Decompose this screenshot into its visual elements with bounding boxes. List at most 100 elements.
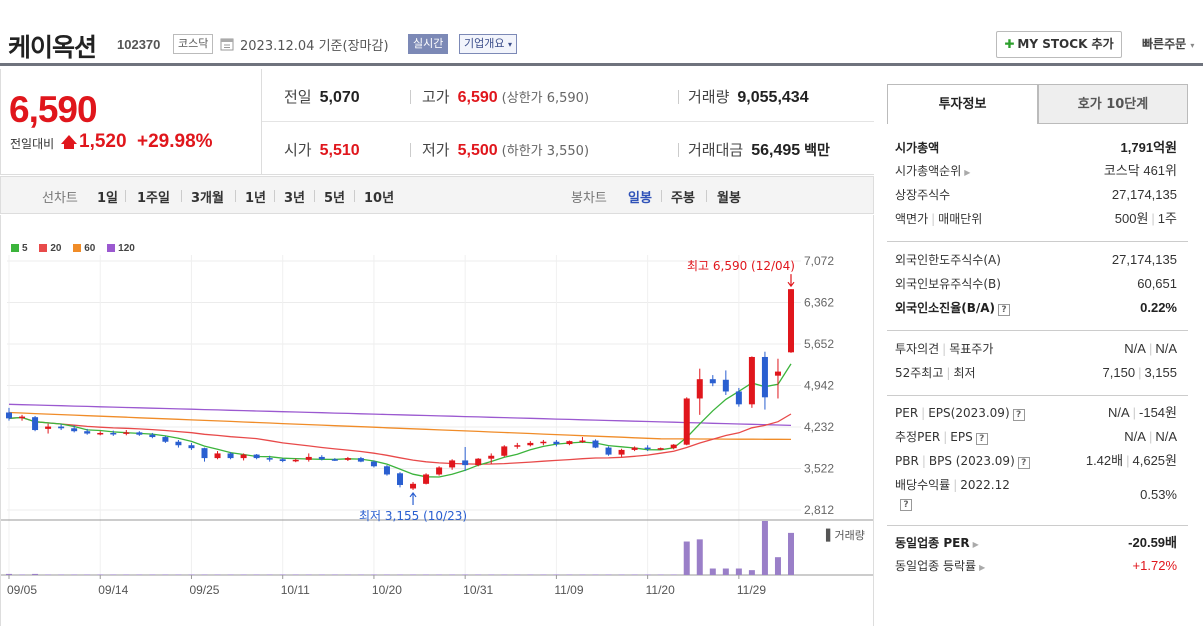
market-badge: 코스닥: [173, 34, 214, 54]
candle-chart-label: 봉차트: [571, 191, 607, 206]
add-my-stock-button[interactable]: ✚ MY STOCK 추가: [996, 31, 1122, 58]
quick-order-button[interactable]: 빠른주문 ▾: [1142, 37, 1195, 51]
chevron-down-icon: ▾: [1190, 41, 1195, 50]
y-tick-label: 2,812: [804, 503, 834, 517]
divider: [274, 190, 275, 202]
current-price-panel: 6,590 전일대비 1,520 +29.98%: [0, 69, 262, 175]
y-tick-label: 6,362: [804, 296, 834, 310]
row-industry-per[interactable]: 동일업종 PER ▶ -20.59배: [895, 535, 1177, 550]
volume-bar: [292, 574, 299, 575]
basis-date: 2023.12.04 기준(장마감): [240, 39, 389, 54]
info-tabs: 투자정보 호가 10단계: [887, 84, 1188, 124]
stock-chart[interactable]: 5 20 60 120 7,072 6,362 5,652 4,942 4,232 3,5…: [0, 215, 874, 626]
legend-swatch: [11, 244, 19, 252]
up-arrow-icon: [409, 491, 417, 505]
divider: [354, 190, 355, 202]
volume-bar: [266, 574, 273, 575]
x-tick-label: 10/20: [372, 583, 402, 597]
candle-body: [305, 456, 312, 460]
candle-weekly[interactable]: 주봉: [671, 191, 695, 206]
volume-bar: [305, 574, 312, 575]
line-chart-label: 선차트: [42, 191, 78, 206]
divider: [410, 90, 411, 104]
volume-bar: [149, 574, 156, 575]
stat-high: 고가 6,590 (상한가 6,590): [422, 88, 590, 106]
period-5y[interactable]: 5년: [324, 191, 346, 206]
candle-body: [735, 391, 742, 405]
volume-bar: [357, 574, 364, 575]
high-annotation: 최고 6,590 (12/04): [687, 259, 795, 273]
help-icon[interactable]: ?: [998, 304, 1011, 316]
volume-bar: [214, 574, 221, 575]
tab-investment-info[interactable]: 투자정보: [887, 84, 1038, 124]
candle-body: [162, 437, 169, 442]
calendar-icon: [220, 38, 234, 51]
legend-ma120: 120: [118, 243, 135, 254]
row-foreign-limit: 외국인한도주식수(A) 27,174,135: [895, 252, 1177, 267]
stat-amount: 거래대금 56,495 백만: [688, 141, 830, 159]
legend-swatch: [107, 244, 116, 252]
candle-body: [188, 445, 195, 449]
low-annotation: 최저 3,155 (10/23): [359, 509, 467, 523]
x-tick-label: 10/31: [463, 583, 493, 597]
help-icon[interactable]: ?: [1012, 409, 1025, 421]
row-par-unit: 액면가 | 매매단위 500원 | 1주: [895, 211, 1177, 226]
candle-body: [423, 474, 430, 484]
stat-low: 저가 5,500 (하한가 3,550): [422, 141, 590, 159]
period-1w[interactable]: 1주일: [137, 191, 170, 206]
company-overview-dropdown[interactable]: 기업개요 ▾: [459, 34, 517, 54]
volume-bar: [462, 574, 469, 575]
chart-legend: 5 20 60 120: [11, 243, 144, 254]
candle-monthly[interactable]: 월봉: [717, 191, 741, 206]
volume-bar: [540, 574, 547, 575]
volume-bar: [501, 574, 508, 575]
help-icon[interactable]: ?: [975, 433, 988, 445]
volume-bar: [657, 574, 664, 575]
tab-order-book[interactable]: 호가 10단계: [1038, 84, 1188, 124]
stat-volume: 거래량 9,055,434: [688, 88, 809, 106]
volume-bar: [240, 574, 247, 575]
divider: [181, 190, 182, 202]
investment-info-panel: 투자정보 호가 10단계 시가총액 1,791억원 시가총액순위 ▶ 코스닥 461위…: [887, 84, 1188, 604]
candle-body: [748, 356, 755, 405]
ma120-line: [8, 403, 792, 427]
row-market-cap-rank[interactable]: 시가총액순위 ▶ 코스닥 461위: [895, 163, 1177, 178]
candle-body: [540, 441, 547, 444]
volume-bar: [761, 521, 768, 575]
row-opinion: 투자의견 | 목표주가 N/A | N/A: [895, 341, 1177, 356]
candle-body: [462, 460, 469, 466]
plus-icon: ✚: [1004, 37, 1015, 51]
period-10y[interactable]: 10년: [364, 191, 395, 206]
volume-bar: [553, 574, 560, 575]
help-icon[interactable]: ?: [1017, 457, 1030, 469]
volume-bar: [279, 574, 286, 575]
x-tick-label: 11/29: [737, 583, 766, 597]
period-3m[interactable]: 3개월: [191, 191, 224, 206]
volume-bar: [631, 574, 638, 575]
chevron-down-icon: ▾: [507, 40, 512, 49]
candle-body: [227, 453, 234, 459]
period-1y[interactable]: 1년: [245, 191, 267, 206]
volume-bar: [449, 574, 456, 575]
period-3y[interactable]: 3년: [284, 191, 306, 206]
y-tick-label: 4,232: [804, 420, 834, 434]
volume-bar: [123, 574, 130, 575]
volume-bar: [644, 574, 651, 575]
volume-bar: [253, 574, 260, 575]
volume-bar: [45, 574, 52, 575]
x-tick-label: 10/11: [281, 583, 310, 597]
caret-right-icon: ▶: [979, 563, 986, 572]
legend-swatch: [73, 244, 82, 252]
volume-bar: [592, 574, 599, 575]
candle-daily[interactable]: 일봉: [628, 191, 652, 206]
volume-bar: [201, 574, 208, 575]
realtime-button[interactable]: 실시간: [408, 34, 449, 54]
period-1d[interactable]: 1일: [97, 191, 119, 206]
divider: [887, 330, 1188, 331]
candle-body: [266, 458, 273, 460]
volume-bar: [579, 574, 586, 575]
ma5-line: [8, 363, 792, 478]
row-industry-rate[interactable]: 동일업종 등락률 ▶ +1.72%: [895, 558, 1177, 573]
help-icon[interactable]: ?: [900, 499, 912, 511]
